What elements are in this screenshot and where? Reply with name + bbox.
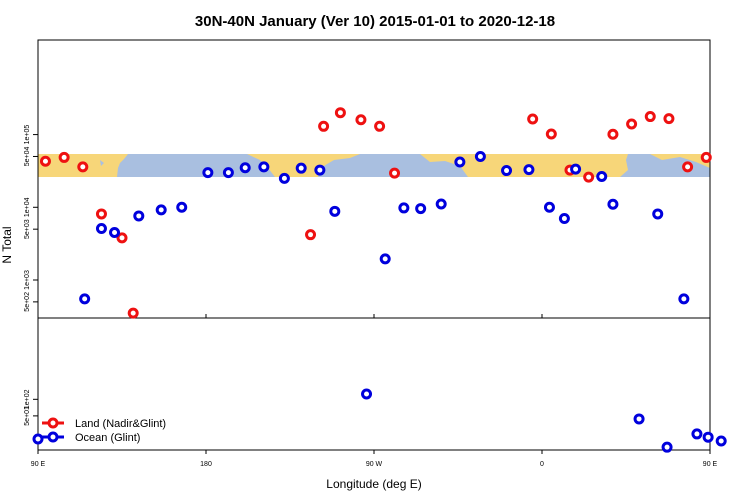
ocean-point — [523, 164, 535, 176]
lower-y-tick-label: 1e+02 — [24, 389, 31, 409]
upper-y-tick-label: 5e+04 — [24, 147, 31, 167]
upper-y-tick-label: 5e+02 — [24, 292, 31, 312]
ocean-point — [278, 172, 290, 184]
plot-frames — [37, 39, 711, 451]
ocean-point — [558, 213, 570, 225]
ocean-point — [596, 171, 608, 183]
ocean-point — [633, 413, 645, 425]
ocean-point — [678, 293, 690, 305]
ocean-point — [501, 165, 513, 177]
land-point — [389, 167, 401, 179]
land-point — [626, 118, 638, 130]
land-point — [58, 151, 70, 163]
legend-label-ocean: Ocean (Glint) — [75, 432, 140, 444]
upper-y-tick-label: 1e+03 — [24, 270, 31, 290]
ocean-point — [398, 202, 410, 214]
ocean-point — [474, 150, 486, 162]
x-tick-label: 180 — [200, 461, 212, 468]
legend-marker-land — [47, 417, 59, 429]
land-point — [545, 128, 557, 140]
ocean-point — [570, 163, 582, 175]
upper-y-tick-label: 5e+03 — [24, 219, 31, 239]
ocean-point — [607, 198, 619, 210]
ocean-point — [258, 161, 270, 173]
land-point — [334, 107, 346, 119]
ocean-point — [329, 205, 341, 217]
upper-y-axis: 5e+02 1e+03 5e+03 1e+04 5e+04 1e+05 — [24, 125, 38, 312]
x-axis: 90 E 180 90 W 0 90 E — [31, 314, 718, 468]
x-tick-label: 90 E — [31, 461, 46, 468]
legend-marker-ocean — [47, 431, 59, 443]
legend-label-land: Land (Nadir&Glint) — [75, 418, 166, 430]
ocean-point — [702, 431, 714, 443]
land-point — [527, 113, 539, 125]
x-axis-label: Longitude (deg E) — [326, 477, 421, 491]
ocean-point — [295, 162, 307, 174]
land-point — [644, 111, 656, 123]
ocean-point — [133, 210, 145, 222]
ocean-point — [661, 441, 673, 453]
x-tick-label: 90 E — [703, 461, 718, 468]
ocean-point — [715, 435, 727, 447]
land-point — [355, 114, 367, 126]
upper-y-tick-label: 1e+04 — [24, 197, 31, 217]
ocean-point — [239, 162, 251, 174]
land-point — [663, 113, 675, 125]
ocean-point — [379, 253, 391, 265]
upper-y-tick-label: 1e+05 — [24, 125, 31, 145]
legend: Land (Nadir&Glint) Ocean (Glint) — [42, 417, 166, 444]
ocean-point — [155, 204, 167, 216]
data-points — [32, 107, 727, 453]
land-point — [682, 161, 694, 173]
land-point — [607, 128, 619, 140]
land-point — [700, 151, 712, 163]
land-point — [116, 232, 128, 244]
ocean-point — [652, 208, 664, 220]
land-point — [318, 120, 330, 132]
land-point — [374, 120, 386, 132]
ocean-point — [691, 428, 703, 440]
ocean-point — [32, 433, 44, 445]
ocean-point — [435, 198, 447, 210]
land-point — [305, 229, 317, 241]
ocean-point — [176, 201, 188, 213]
x-tick-label: 0 — [540, 461, 544, 468]
land-point — [77, 161, 89, 173]
lower-y-tick-label: 5e+01 — [24, 406, 31, 426]
ocean-point — [543, 201, 555, 213]
y-axis-label: N Total — [0, 226, 14, 263]
ocean-point — [415, 203, 427, 215]
land-point — [583, 171, 595, 183]
x-tick-label: 90 W — [366, 461, 383, 468]
land-point — [39, 155, 51, 167]
ocean-point — [95, 223, 107, 235]
land-point — [127, 307, 139, 319]
ocean-point — [109, 226, 121, 238]
ocean-point — [222, 167, 234, 179]
ocean-point — [314, 164, 326, 176]
ocean-point — [79, 293, 91, 305]
ocean-point — [202, 167, 214, 179]
land-point — [95, 208, 107, 220]
ocean-point — [361, 388, 373, 400]
chart-title: 30N-40N January (Ver 10) 2015-01-01 to 2… — [195, 13, 555, 30]
world-map-strip — [38, 154, 710, 177]
ocean-point — [454, 156, 466, 168]
